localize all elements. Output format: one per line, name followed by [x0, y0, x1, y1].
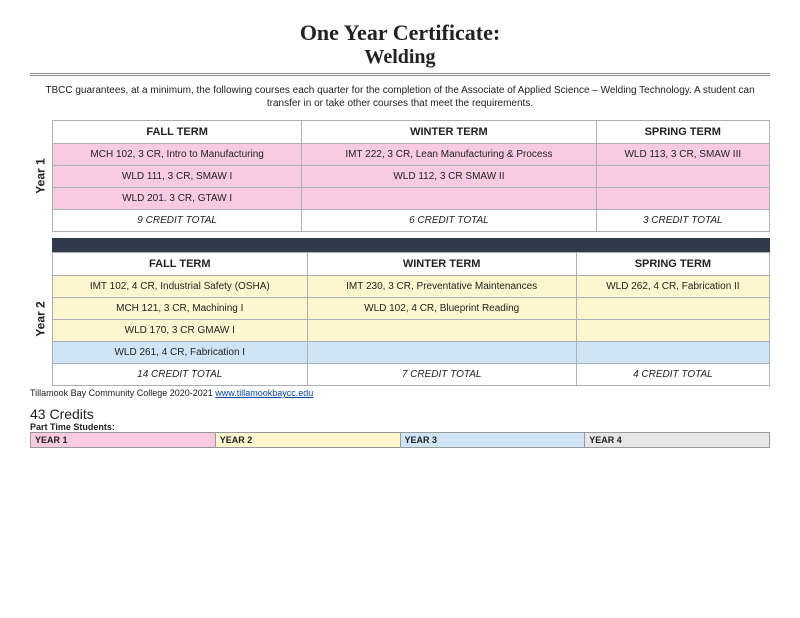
year-1-block: Year 1 FALL TERM WINTER TERM SPRING TERM… [30, 120, 770, 232]
year-1-cell: WLD 112, 3 CR SMAW II [302, 166, 596, 188]
intro-text: TBCC guarantees, at a minimum, the follo… [40, 84, 760, 110]
legend-cell: YEAR 2 [216, 433, 401, 447]
year-2-cell [307, 342, 576, 364]
year-2-row: 14 CREDIT TOTAL7 CREDIT TOTAL4 CREDIT TO… [53, 364, 770, 386]
year-2-cell: IMT 230, 3 CR, Preventative Maintenances [307, 276, 576, 298]
year-1-cell: WLD 111, 3 CR, SMAW I [53, 166, 302, 188]
year-2-header-row: FALL TERM WINTER TERM SPRING TERM [53, 253, 770, 276]
term-header-winter: WINTER TERM [307, 253, 576, 276]
title-line-1: One Year Certificate: [30, 20, 770, 46]
year-1-cell: WLD 113, 3 CR, SMAW III [596, 144, 769, 166]
legend-cell: YEAR 4 [585, 433, 769, 447]
term-header-fall: FALL TERM [53, 253, 308, 276]
year-2-label-text: Year 2 [34, 301, 48, 336]
year-1-cell: MCH 102, 3 CR, Intro to Manufacturing [53, 144, 302, 166]
year-2-table: FALL TERM WINTER TERM SPRING TERM IMT 10… [52, 252, 770, 386]
year-2-cell: WLD 262, 4 CR, Fabrication II [576, 276, 769, 298]
year-2-row: WLD 170, 3 CR GMAW I [53, 320, 770, 342]
term-header-fall: FALL TERM [53, 121, 302, 144]
year-1-header-row: FALL TERM WINTER TERM SPRING TERM [53, 121, 770, 144]
legend: YEAR 1YEAR 2YEAR 3YEAR 4 [30, 432, 770, 448]
year-1-cell: 6 CREDIT TOTAL [302, 210, 596, 232]
year-2-cell: MCH 121, 3 CR, Machining I [53, 298, 308, 320]
year-2-row: IMT 102, 4 CR, Industrial Safety (OSHA)I… [53, 276, 770, 298]
year-2-row: WLD 261, 4 CR, Fabrication I [53, 342, 770, 364]
year-1-cell [596, 166, 769, 188]
title-rule [30, 73, 770, 76]
year-1-label-text: Year 1 [34, 158, 48, 193]
year-1-row: WLD 201. 3 CR, GTAW I [53, 188, 770, 210]
term-header-spring: SPRING TERM [576, 253, 769, 276]
year-2-row: MCH 121, 3 CR, Machining IWLD 102, 4 CR,… [53, 298, 770, 320]
year-1-row: MCH 102, 3 CR, Intro to ManufacturingIMT… [53, 144, 770, 166]
year-2-cell [576, 298, 769, 320]
year-1-cell: 3 CREDIT TOTAL [596, 210, 769, 232]
year-1-table: FALL TERM WINTER TERM SPRING TERM MCH 10… [52, 120, 770, 232]
term-header-winter: WINTER TERM [302, 121, 596, 144]
year-2-cell: WLD 261, 4 CR, Fabrication I [53, 342, 308, 364]
year-2-cell: 4 CREDIT TOTAL [576, 364, 769, 386]
footer-line: Tillamook Bay Community College 2020-202… [30, 388, 770, 398]
year-1-cell [302, 188, 596, 210]
title-line-2: Welding [30, 46, 770, 69]
year-1-label: Year 1 [30, 120, 52, 232]
year-2-block: Year 2 FALL TERM WINTER TERM SPRING TERM… [30, 252, 770, 386]
year-1-row: 9 CREDIT TOTAL6 CREDIT TOTAL3 CREDIT TOT… [53, 210, 770, 232]
year-2-cell: 7 CREDIT TOTAL [307, 364, 576, 386]
year-1-cell [596, 188, 769, 210]
year-2-cell: IMT 102, 4 CR, Industrial Safety (OSHA) [53, 276, 308, 298]
year-2-cell: WLD 170, 3 CR GMAW I [53, 320, 308, 342]
term-header-spring: SPRING TERM [596, 121, 769, 144]
year-2-cell: WLD 102, 4 CR, Blueprint Reading [307, 298, 576, 320]
year-1-cell: 9 CREDIT TOTAL [53, 210, 302, 232]
year-1-cell: WLD 201. 3 CR, GTAW I [53, 188, 302, 210]
year-1-cell: IMT 222, 3 CR, Lean Manufacturing & Proc… [302, 144, 596, 166]
year-2-cell [576, 320, 769, 342]
footer-org: Tillamook Bay Community College 2020-202… [30, 388, 215, 398]
legend-cell: YEAR 1 [31, 433, 216, 447]
legend-cell: YEAR 3 [401, 433, 586, 447]
credits-total: 43 Credits [30, 406, 770, 422]
year-1-row: WLD 111, 3 CR, SMAW IWLD 112, 3 CR SMAW … [53, 166, 770, 188]
title-block: One Year Certificate: Welding [30, 20, 770, 69]
year-divider [52, 238, 770, 252]
part-time-label: Part Time Students: [30, 422, 770, 432]
year-2-cell [307, 320, 576, 342]
year-2-label: Year 2 [30, 252, 52, 386]
footer-link[interactable]: www.tillamookbaycc.edu [215, 388, 313, 398]
year-2-cell [576, 342, 769, 364]
year-2-cell: 14 CREDIT TOTAL [53, 364, 308, 386]
